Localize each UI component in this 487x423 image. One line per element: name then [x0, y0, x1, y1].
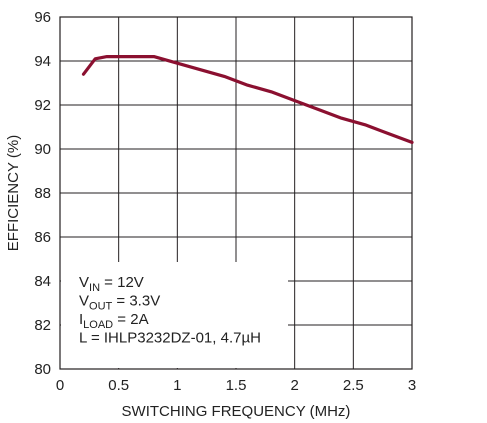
annotation-subscript: OUT: [89, 301, 113, 313]
y-tick-label: 80: [34, 361, 51, 378]
annotation-value: = 3.3V: [112, 293, 160, 310]
annotation-subscript: LOAD: [83, 319, 113, 331]
annotation-background: [61, 262, 288, 368]
tick-labels: 0 0.5 1 1.5 2 2.5 3 80 82 84 86 88 90 92 94 96: [34, 9, 416, 394]
plot-frame: [59, 16, 413, 370]
y-tick-label: 92: [34, 97, 51, 114]
annotation-symbol: V: [79, 274, 89, 291]
x-tick-label: 0: [56, 377, 64, 394]
annotation-value: = 12V: [100, 274, 144, 291]
y-axis-label: EFFICIENCY (%): [5, 135, 22, 251]
annotation-line: VIN = 12V: [79, 274, 144, 294]
annotation-symbol: V: [79, 293, 89, 310]
y-tick-label: 96: [34, 9, 51, 26]
x-tick-label: 2: [290, 377, 298, 394]
annotation-value: = 2A: [113, 311, 148, 328]
x-tick-label: 3: [408, 377, 416, 394]
annotation-line: VOUT = 3.3V: [79, 293, 160, 313]
x-tick-label: 1.5: [226, 377, 247, 394]
y-tick-label: 82: [34, 317, 51, 334]
x-tick-label: 2.5: [343, 377, 364, 394]
efficiency-series-line: [81, 54, 414, 144]
y-tick-label: 90: [34, 141, 51, 158]
y-tick-label: 86: [34, 229, 51, 246]
y-tick-label: 94: [34, 53, 51, 70]
x-tick-label: 1: [173, 377, 181, 394]
y-tick-label: 84: [34, 273, 51, 290]
annotation-line: ILOAD = 2A: [79, 311, 149, 331]
x-axis-label: SWITCHING FREQUENCY (MHz): [122, 403, 351, 420]
series-layer: [81, 54, 414, 144]
annotation-line: L = IHLP3232DZ-01, 4.7µH: [79, 330, 261, 347]
x-tick-label: 0.5: [108, 377, 129, 394]
annotation-subscript: IN: [89, 282, 100, 294]
annotation-symbol: L = IHLP3232DZ-01, 4.7µH: [79, 330, 261, 347]
y-tick-label: 88: [34, 185, 51, 202]
annotation-symbol: I: [79, 311, 83, 328]
